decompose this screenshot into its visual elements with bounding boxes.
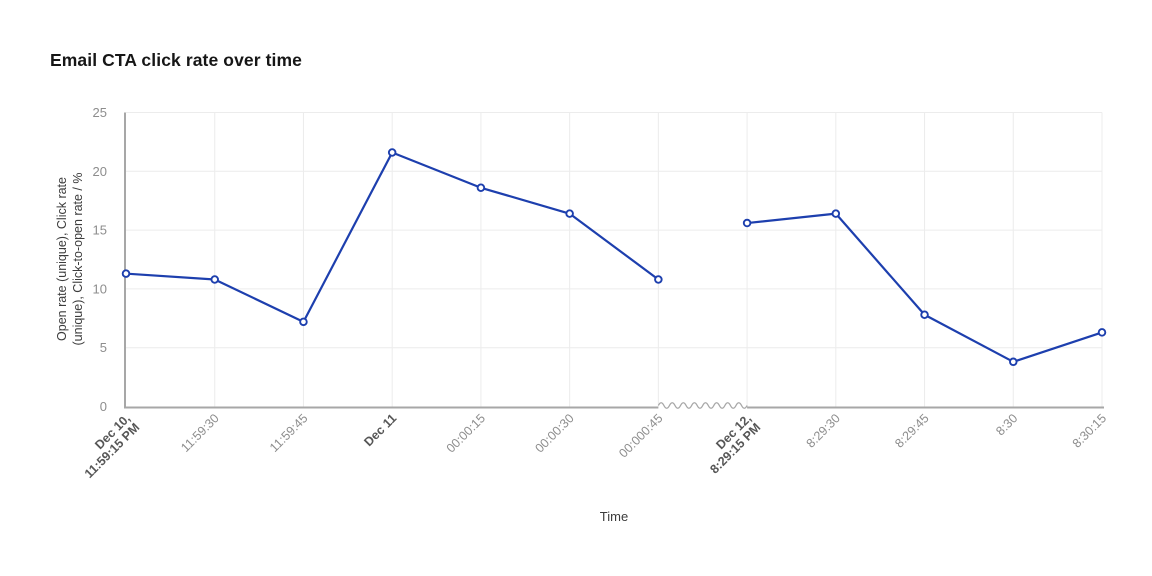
data-point[interactable] — [210, 275, 219, 284]
data-point[interactable] — [1097, 328, 1107, 337]
data-point[interactable] — [654, 275, 663, 284]
x-tick-label: 8:30:15 — [1070, 411, 1109, 450]
x-tick-label: 11:59:45 — [267, 411, 311, 455]
x-tick-label: 00:000:45 — [616, 411, 665, 460]
data-point[interactable] — [1009, 357, 1018, 367]
y-tick-label: 25 — [93, 105, 107, 120]
x-axis-title: Time — [599, 509, 629, 524]
chart-title: Email CTA click rate over time — [50, 50, 302, 70]
data-point[interactable] — [121, 269, 131, 278]
data-point[interactable] — [742, 218, 752, 228]
data-point[interactable] — [565, 209, 574, 218]
x-tick-label: Dec 10,11:59:15 PM — [73, 411, 143, 481]
y-tick-label: 0 — [100, 399, 107, 414]
data-point[interactable] — [831, 209, 841, 218]
x-tick-label: 8:29:45 — [892, 411, 931, 450]
data-point[interactable] — [920, 310, 929, 320]
x-tick-label: 8:29:30 — [804, 411, 843, 450]
line-chart-plot: 0 5 10 15 20 25 Dec 10,11:59:15 PM 11:59:30 11:5… — [73, 105, 1109, 481]
x-tick-label: 00:00:15 — [444, 411, 488, 455]
y-tick-label: 5 — [100, 340, 107, 355]
x-tick-label: Dec 11 — [361, 411, 399, 449]
y-tick-label: 15 — [93, 223, 107, 238]
axis-break-squiggle-icon — [657, 402, 748, 409]
x-tick-label: 8:30 — [993, 411, 1020, 438]
x-tick-labels: Dec 10,11:59:15 PM 11:59:30 11:59:45 Dec 11… — [73, 411, 1109, 481]
x-tick-label: 00:00:30 — [532, 411, 576, 455]
x-tick-label: Dec 12,8:29:15 PM — [698, 411, 763, 476]
data-point[interactable] — [299, 317, 308, 327]
y-tick-label: 10 — [93, 281, 107, 296]
x-tick-label: 11:59:30 — [178, 411, 222, 455]
data-point[interactable] — [476, 183, 486, 193]
data-point[interactable] — [387, 148, 397, 157]
data-point-markers — [121, 148, 1107, 367]
gridlines — [126, 112, 1103, 407]
axes — [124, 112, 1104, 409]
series-line — [124, 151, 1104, 363]
y-tick-labels: 0 5 10 15 20 25 — [93, 105, 107, 414]
y-tick-label: 20 — [93, 164, 107, 179]
